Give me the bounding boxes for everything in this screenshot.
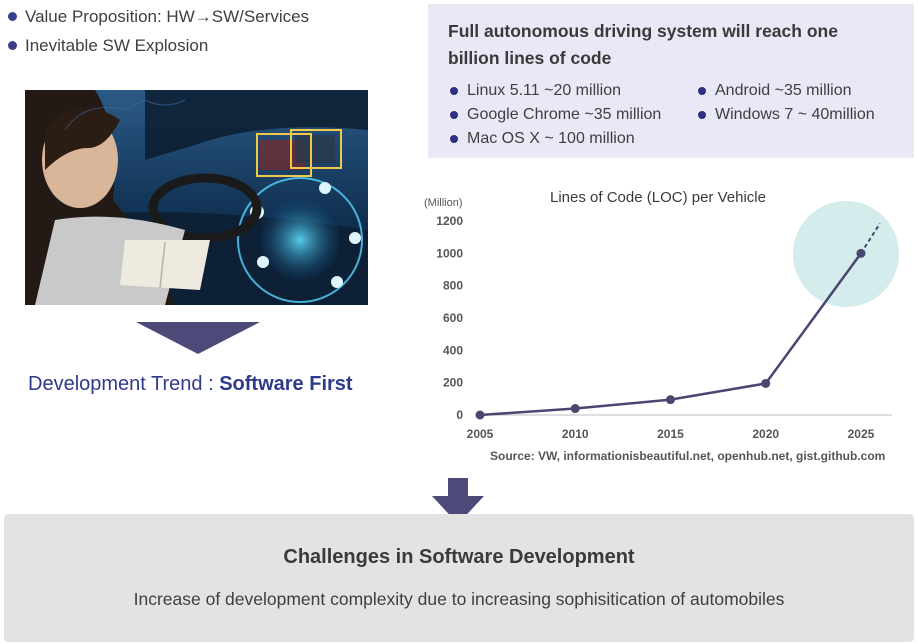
challenges-box: Challenges in Software Development Incre… — [4, 514, 914, 642]
top-bullet-list: Value Proposition: HW→SW/Services Inevit… — [8, 2, 309, 60]
loc-comparison-box: Full autonomous driving system will reac… — [428, 4, 914, 158]
challenges-subtitle: Increase of development complexity due t… — [133, 589, 785, 609]
x-tick-label: 2010 — [562, 427, 589, 441]
info-item-chrome: Google Chrome ~35 million — [450, 106, 661, 124]
projection-dashed-line — [860, 222, 881, 254]
bullet-dot — [8, 12, 17, 21]
bullet-sw-explosion: Inevitable SW Explosion — [8, 31, 309, 60]
challenges-title: Challenges in Software Development — [283, 546, 635, 568]
bullet-dot — [698, 87, 706, 95]
bullet-text: Inevitable SW Explosion — [25, 35, 209, 55]
bullet-dot — [450, 135, 458, 143]
x-tick-label: 2025 — [848, 427, 875, 441]
x-tick-label: 2005 — [467, 427, 494, 441]
development-trend-text: Development Trend : Software First — [28, 373, 353, 396]
projection-highlight — [793, 201, 899, 307]
info-title-line: Full autonomous driving system will reac… — [448, 21, 838, 41]
info-item-text: Android ~35 million — [715, 82, 852, 99]
y-tick-label: 400 — [443, 343, 463, 357]
car-interior-illustration — [25, 90, 368, 305]
bullet-dot — [698, 111, 706, 119]
data-point — [665, 395, 675, 405]
y-tick-label: 200 — [443, 376, 463, 390]
bullet-dot — [450, 111, 458, 119]
y-tick-label: 1000 — [436, 246, 463, 260]
data-point — [761, 378, 771, 388]
loc-per-vehicle-chart: Lines of Code (LOC) per Vehicle (Million… — [424, 189, 899, 463]
y-tick-label: 600 — [443, 311, 463, 325]
down-arrow-icon — [136, 322, 260, 354]
bullet-value-proposition: Value Proposition: HW→SW/Services — [8, 2, 309, 31]
x-tick-label: 2015 — [657, 427, 684, 441]
autonomous-car-interior-image — [25, 90, 368, 305]
bullet-dot — [8, 41, 17, 50]
bullet-text: Value Proposition: HW→SW/Services — [25, 6, 310, 26]
bullet-dot — [450, 87, 458, 95]
x-tick-label: 2020 — [752, 427, 779, 441]
info-item-windows: Windows 7 ~ 40million — [698, 106, 875, 124]
info-item-macos: Mac OS X ~ 100 million — [450, 130, 635, 148]
info-item-text: Windows 7 ~ 40million — [715, 106, 875, 123]
info-item-grid: Linux 5.11 ~20 million Google Chrome ~35… — [448, 82, 894, 156]
info-item-linux: Linux 5.11 ~20 million — [450, 82, 621, 100]
data-point — [570, 404, 580, 414]
down-arrow-icon — [432, 478, 484, 524]
y-tick-label: 0 — [456, 408, 463, 422]
y-axis-label: (Million) — [424, 197, 463, 209]
x-tick-labels: 2005 2010 2015 2020 2025 — [467, 427, 875, 441]
trend-emphasis: Software First — [219, 373, 353, 395]
info-title: Full autonomous driving system will reac… — [448, 18, 894, 72]
info-item-android: Android ~35 million — [698, 82, 852, 100]
data-point — [475, 410, 485, 420]
info-item-text: Google Chrome ~35 million — [467, 106, 662, 123]
y-tick-label: 1200 — [436, 214, 463, 228]
chart-title: Lines of Code (LOC) per Vehicle — [550, 189, 766, 206]
y-tick-labels: 0 200 400 600 800 1000 1200 — [436, 214, 463, 422]
info-item-text: Linux 5.11 ~20 million — [467, 82, 622, 99]
trend-prefix: Development Trend : — [28, 373, 220, 395]
y-tick-label: 800 — [443, 279, 463, 293]
data-point — [856, 248, 866, 258]
info-item-text: Mac OS X ~ 100 million — [467, 130, 635, 147]
info-title-line: billion lines of code — [448, 48, 612, 68]
data-points — [475, 248, 866, 420]
chart-source: Source: VW, informationisbeautiful.net, … — [490, 449, 885, 463]
